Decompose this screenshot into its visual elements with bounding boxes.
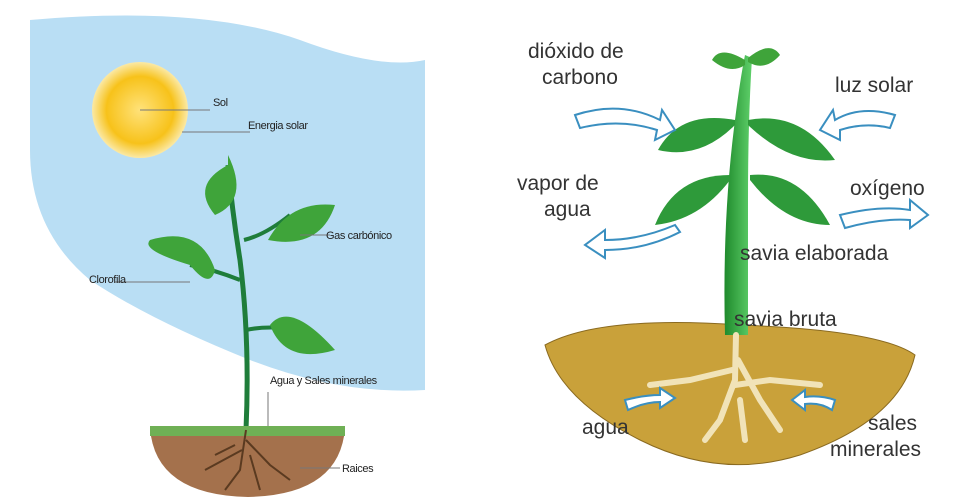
leaf — [712, 48, 780, 69]
arrow — [573, 107, 677, 142]
arrow — [818, 107, 897, 142]
label: Raices — [342, 463, 374, 475]
leaf — [748, 118, 835, 161]
label: dióxido de carbono — [528, 40, 624, 89]
label: agua — [582, 416, 629, 439]
label-line: luz solar — [835, 74, 913, 97]
label: Agua y Sales minerales — [270, 375, 378, 387]
label-line: agua — [582, 416, 629, 439]
leaf — [268, 204, 335, 242]
label: Sol — [213, 97, 228, 109]
leaf — [205, 155, 237, 215]
grass — [150, 426, 345, 436]
arrow — [623, 386, 677, 412]
arrow — [583, 223, 682, 260]
stem — [724, 55, 752, 335]
leaf — [658, 118, 735, 153]
label: Clorofila — [89, 274, 127, 286]
label-line: sales — [868, 412, 917, 435]
arrow — [790, 387, 837, 413]
roots — [204, 429, 291, 491]
leaf — [148, 236, 215, 279]
label-line: minerales — [830, 438, 921, 461]
label: savia bruta — [734, 308, 837, 331]
leaf — [750, 174, 830, 225]
label: Energia solar — [248, 120, 308, 132]
label-line: agua — [544, 198, 591, 221]
label-line: vapor de — [517, 172, 599, 195]
label: savia elaborada — [740, 242, 889, 265]
label-line: oxígeno — [850, 177, 925, 200]
leaf — [270, 316, 335, 355]
label-line: dióxido de — [528, 40, 624, 63]
label: luz solar — [835, 74, 913, 97]
roots — [647, 332, 823, 443]
left-panel: Sol Energia solar Gas carbónico Clorofil… — [30, 15, 425, 497]
leaf — [655, 175, 730, 225]
label-line: savia bruta — [734, 308, 837, 331]
label-line: savia elaborada — [740, 242, 889, 265]
label: sales minerales — [830, 412, 921, 461]
label: Gas carbónico — [326, 230, 392, 242]
label: vapor de agua — [517, 172, 599, 221]
label-line: carbono — [542, 66, 618, 89]
soil — [150, 428, 345, 497]
arrow — [838, 197, 930, 230]
right-panel: dióxido de carbono luz solar vapor de agua… — [517, 40, 930, 466]
label: oxígeno — [850, 177, 925, 200]
